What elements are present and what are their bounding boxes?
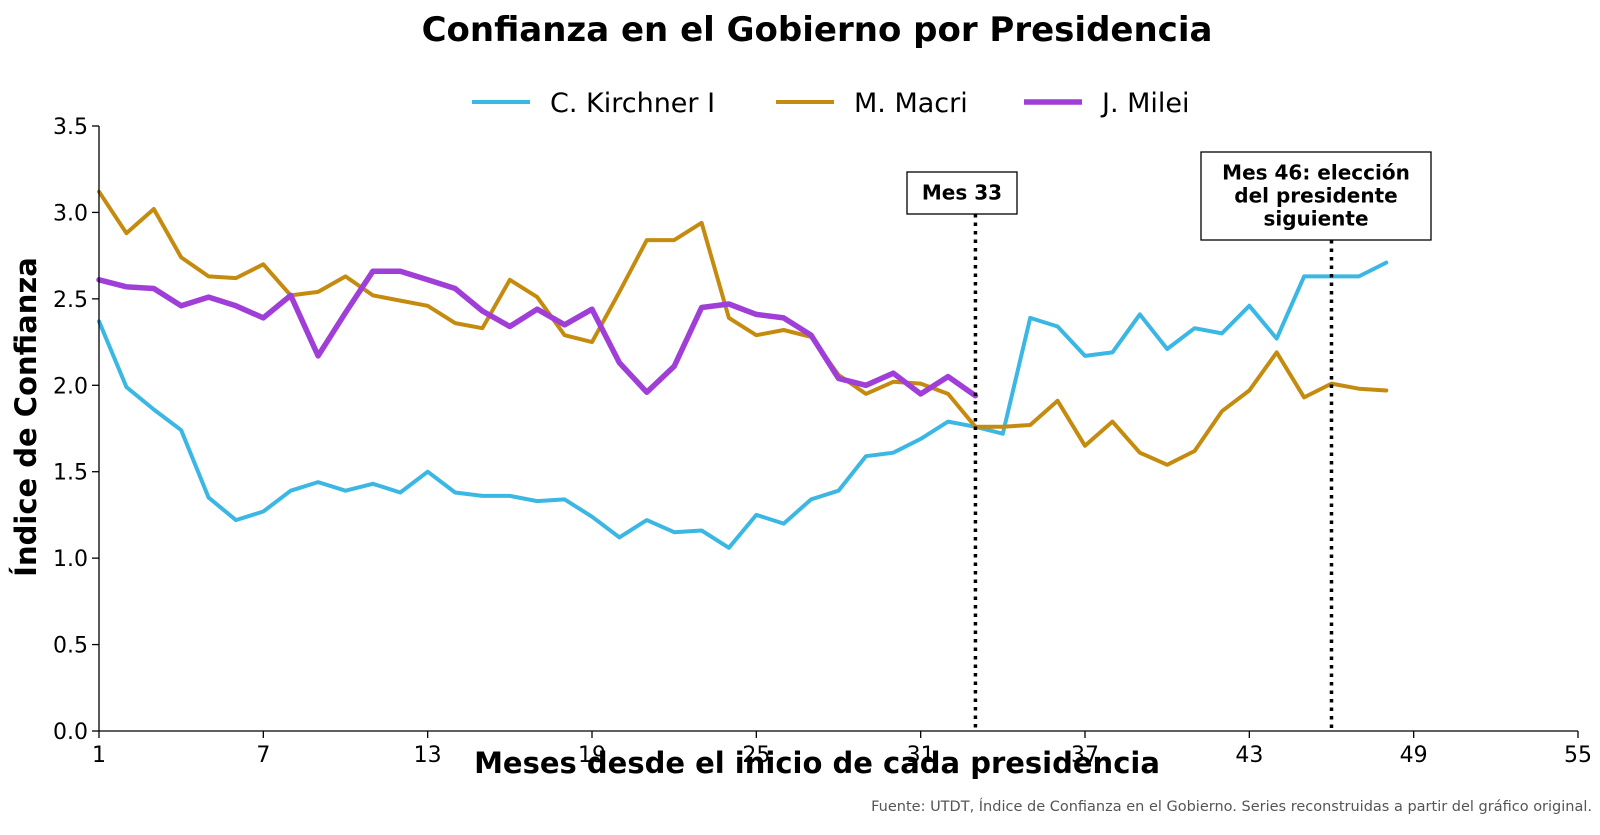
x-tick-label: 31 [907, 743, 935, 768]
x-tick-label: 37 [1071, 743, 1099, 768]
y-ticks: 0.0 0.5 1.0 1.5 2.0 2.5 3.0 3.5 [53, 115, 99, 745]
annotation-text: del presidente [1234, 184, 1397, 208]
annotation-box [1200, 151, 1432, 241]
x-tick-label: 55 [1564, 743, 1592, 768]
legend: C. Kirchner I M. Macri J. Milei [472, 88, 1190, 119]
series-layer [96, 189, 1389, 550]
legend-label: C. Kirchner I [550, 88, 715, 119]
y-tick-label: 2.5 [53, 288, 88, 313]
x-tick-label: 19 [578, 743, 606, 768]
legend-label: M. Macri [854, 88, 968, 119]
x-tick-label: 7 [256, 743, 270, 768]
y-tick-label: 1.0 [53, 547, 88, 572]
y-tick-label: 1.5 [53, 461, 88, 486]
y-axis-title: Índice de Confianza [9, 257, 43, 577]
x-ticks: 1 7 13 19 25 31 37 43 49 55 [92, 731, 1592, 768]
x-tick-label: 43 [1235, 743, 1263, 768]
annotation-text: Mes 46: elección [1222, 161, 1410, 185]
y-tick-label: 0.0 [53, 720, 88, 745]
y-tick-label: 0.5 [53, 634, 88, 659]
annotation-text: Mes 33 [922, 181, 1002, 205]
x-tick-label: 13 [414, 743, 442, 768]
source-note: Fuente: UTDT, Índice de Confianza en el … [871, 798, 1592, 815]
y-tick-label: 3.0 [53, 201, 88, 226]
x-tick-label: 49 [1400, 743, 1428, 768]
x-tick-label: 25 [742, 743, 770, 768]
series-line-m-macri [97, 189, 1389, 467]
x-tick-label: 1 [92, 743, 106, 768]
y-tick-label: 2.0 [53, 374, 88, 399]
series-line-j-milei [96, 268, 979, 399]
annotation-box [906, 171, 1018, 215]
legend-label: J. Milei [1100, 88, 1190, 119]
y-tick-label: 3.5 [53, 115, 88, 140]
axes [98, 126, 1578, 732]
annotation-text: siguiente [1263, 207, 1368, 231]
chart-title: Confianza en el Gobierno por Presidencia [422, 10, 1213, 50]
x-axis-title: Meses desde el inicio de cada presidenci… [474, 746, 1160, 780]
series-line-c-kirchner-i [97, 260, 1389, 550]
